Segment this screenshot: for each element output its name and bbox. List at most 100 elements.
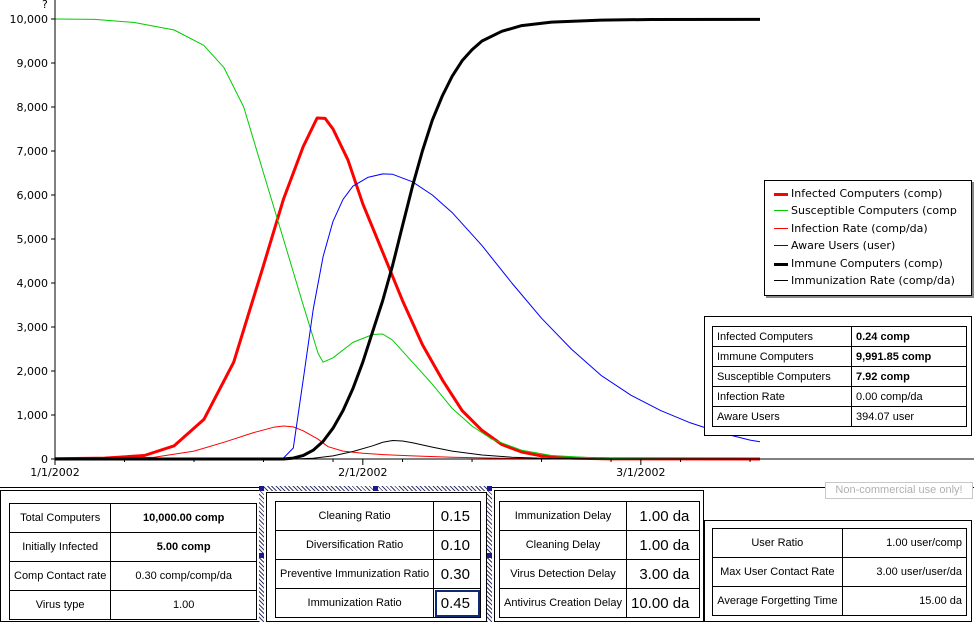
table-row: Diversification Ratio 0.10: [274, 530, 481, 560]
legend-item: Infection Rate (comp/da): [765, 220, 971, 237]
y-tick-label: 1,000: [17, 409, 49, 422]
delays-table: Immunization Delay 1.00 da Cleaning Delay 1…: [499, 501, 701, 618]
legend-label: Infection Rate (comp/da): [791, 221, 928, 235]
ratios-table: Cleaning Ratio 0.15 Diversification Ratio 0…: [274, 501, 481, 618]
parameter-value: 7.92 comp: [851, 366, 967, 387]
input-value[interactable]: 10,000.00 comp: [110, 503, 257, 533]
readout-table: Infected Computers 0.24 comp Immune Comput…: [712, 326, 967, 427]
line-chart: 0 1,000 2,000 3,000 4,000 5,000 6,000 7,000 8,00…: [10, 0, 974, 479]
computers-table: Total Computers 10,000.00 comp Initially I…: [8, 503, 257, 620]
legend-swatch: [774, 210, 788, 212]
parameter-value: 0.00 comp/da: [851, 386, 967, 407]
delay-slider-value[interactable]: 10.00 da: [625, 588, 701, 618]
table-row: Initially Infected 5.00 comp: [8, 532, 257, 562]
series-line-1: [54, 116, 761, 461]
value-readout-panel: Infected Computers 0.24 comp Immune Comput…: [704, 316, 972, 436]
legend-label: Immune Computers (comp): [791, 256, 943, 270]
legend-label: Aware Users (user): [791, 239, 896, 253]
series-line-4: [55, 173, 761, 460]
y-tick-label: 10,000: [10, 13, 49, 26]
legend-item: Aware Users (user): [765, 237, 971, 254]
parameter-value: 0.24 comp: [851, 326, 967, 347]
parameter-label: Diversification Ratio: [274, 530, 435, 560]
table-row: Infected Computers 0.24 comp: [712, 326, 967, 347]
y-tick-label: 6,000: [17, 189, 49, 202]
y-axis-label: ?: [42, 0, 48, 11]
ratio-slider-value[interactable]: 0.15: [433, 501, 481, 531]
input-value[interactable]: 3.00 user/user/da: [841, 557, 968, 587]
parameter-label: Cleaning Ratio: [274, 501, 435, 531]
input-value[interactable]: 15.00 da: [841, 586, 968, 616]
series-line-6: [55, 440, 761, 460]
parameter-label: Cleaning Delay: [499, 530, 627, 560]
input-value[interactable]: 1.00 user/comp: [841, 528, 968, 558]
users-panel: User Ratio 1.00 user/comp Max User Contact…: [704, 520, 972, 622]
parameter-label: Virus type: [8, 590, 112, 620]
parameter-value: 9,991.85 comp: [851, 346, 967, 367]
table-row: Average Forgetting Time 15.00 da: [712, 586, 968, 616]
y-tick-label: 2,000: [17, 365, 49, 378]
computers-panel: Total Computers 10,000.00 comp Initially I…: [0, 490, 260, 622]
parameter-label: Preventive Immunization Ratio: [274, 559, 435, 589]
input-value[interactable]: 5.00 comp: [110, 532, 257, 562]
legend-swatch: [774, 227, 788, 229]
legend-swatch: [774, 193, 788, 196]
table-row: Immunization Delay 1.00 da: [499, 501, 701, 531]
input-value[interactable]: 0.30 comp/comp/da: [110, 561, 257, 591]
parameter-label: Comp Contact rate: [8, 561, 112, 591]
parameter-label: Immunization Ratio: [274, 588, 435, 618]
y-tick-label: 9,000: [17, 57, 49, 70]
x-tick-label: 2/1/2002: [338, 466, 387, 479]
legend-label: Susceptible Computers (comp: [791, 204, 957, 218]
delay-slider-value[interactable]: 1.00 da: [625, 501, 701, 531]
parameter-label: Susceptible Computers: [712, 366, 852, 387]
ratio-slider-value[interactable]: 0.45: [433, 588, 481, 618]
watermark: Non-commercial use only!: [825, 482, 973, 499]
x-tick-label: 3/1/2002: [616, 466, 665, 479]
table-row: Cleaning Ratio 0.15: [274, 501, 481, 531]
chart-legend: Infected Computers (comp) Susceptible Com…: [764, 180, 972, 296]
parameter-label: Total Computers: [8, 503, 112, 533]
delay-slider-value[interactable]: 1.00 da: [625, 530, 701, 560]
resize-handle[interactable]: [373, 486, 378, 491]
resize-handle[interactable]: [487, 553, 492, 558]
table-row: Cleaning Delay 1.00 da: [499, 530, 701, 560]
table-row: Virus type 1.00: [8, 590, 257, 620]
parameter-label: Immune Computers: [712, 346, 852, 367]
parameter-value: 394.07 user: [851, 406, 967, 427]
table-row: Aware Users 394.07 user: [712, 406, 967, 427]
parameter-label: Infected Computers: [712, 326, 852, 347]
input-value[interactable]: 1.00: [110, 590, 257, 620]
parameter-label: User Ratio: [712, 528, 843, 558]
table-row: Infection Rate 0.00 comp/da: [712, 386, 967, 407]
y-tick-label: 3,000: [17, 321, 49, 334]
parameter-label: Virus Detection Delay: [499, 559, 627, 589]
resize-handle[interactable]: [259, 486, 264, 491]
table-row: User Ratio 1.00 user/comp: [712, 528, 968, 558]
y-tick-label: 7,000: [17, 145, 49, 158]
ratio-slider-value[interactable]: 0.30: [433, 559, 481, 589]
table-row: Antivirus Creation Delay 10.00 da: [499, 588, 701, 618]
legend-item: Immune Computers (comp): [765, 255, 971, 272]
ratio-slider-value[interactable]: 0.10: [433, 530, 481, 560]
x-tick-label: 1/1/2002: [30, 466, 79, 479]
resize-handle[interactable]: [487, 486, 492, 491]
table-row: Preventive Immunization Ratio 0.30: [274, 559, 481, 589]
delay-slider-value[interactable]: 3.00 da: [625, 559, 701, 589]
parameter-label: Average Forgetting Time: [712, 586, 843, 616]
delays-panel: Immunization Delay 1.00 da Cleaning Delay 1…: [494, 490, 704, 622]
table-row: Susceptible Computers 7.92 comp: [712, 366, 967, 387]
resize-handle[interactable]: [259, 553, 264, 558]
parameter-label: Aware Users: [712, 406, 852, 427]
legend-item: Immunization Rate (comp/da): [765, 272, 971, 289]
table-row: Immunization Ratio 0.45: [274, 588, 481, 618]
users-table: User Ratio 1.00 user/comp Max User Contact…: [712, 528, 968, 616]
series-line-3: [54, 425, 760, 460]
series-line-2: [54, 18, 761, 460]
parameter-label: Initially Infected: [8, 532, 112, 562]
legend-swatch: [774, 279, 788, 281]
parameter-label: Max User Contact Rate: [712, 557, 843, 587]
legend-item: Susceptible Computers (comp: [765, 202, 971, 219]
legend-label: Infected Computers (comp): [791, 187, 943, 200]
legend-swatch: [774, 245, 788, 247]
